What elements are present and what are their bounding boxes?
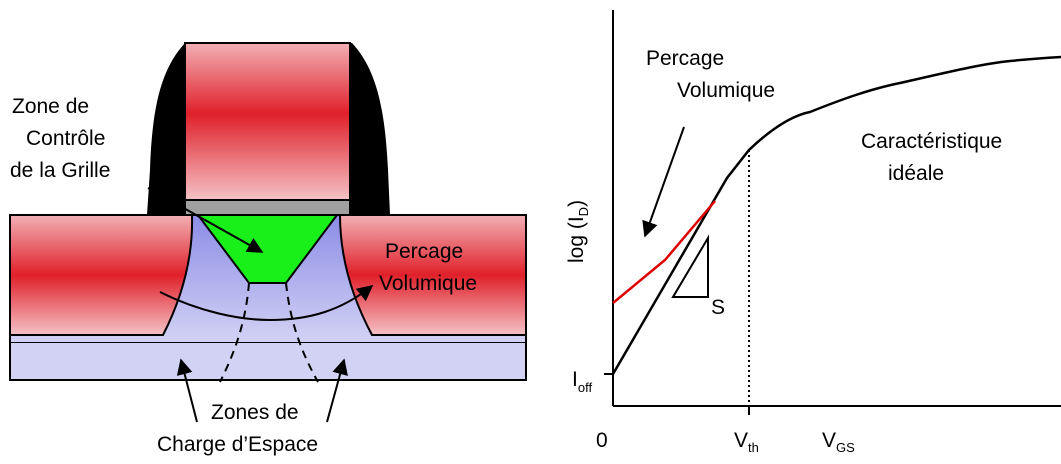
gate-electrode <box>184 42 351 201</box>
control-zone-label-3: de la Grille <box>10 159 110 182</box>
zce-arrow-left <box>176 358 198 423</box>
vth-label: Vth <box>734 429 759 455</box>
y-axis-label-sub: D <box>576 207 591 216</box>
slope-triangle <box>671 234 709 298</box>
control-zone-arrow <box>147 187 264 253</box>
y-axis-label-main: log (I <box>565 216 588 263</box>
zce-label-2: Charge d’Espace <box>157 433 318 456</box>
punch-label-1: Percage <box>385 240 463 263</box>
vgs-label: VGS <box>822 429 855 455</box>
ioff-label-main: I <box>572 368 578 391</box>
vth-label-main: V <box>734 429 748 452</box>
vgs-label-main: V <box>822 429 836 452</box>
control-zone-label-1: Zone de <box>12 95 89 118</box>
source-region <box>9 214 194 336</box>
ideal-annotation-2: idéale <box>888 162 944 185</box>
control-zone-label-2: Contrôle <box>26 127 105 150</box>
y-axis-label-close: ) <box>565 200 588 207</box>
x-zero-label: 0 <box>596 429 608 452</box>
ioff-label-sub: off <box>578 380 593 395</box>
vgs-label-sub: GS <box>836 440 855 455</box>
punch-annotation-2: Volumique <box>677 79 775 102</box>
punch-through-path <box>159 285 374 322</box>
substrate <box>9 341 527 381</box>
mosfet-cross-section: Zone de Contrôle de la Grille Percage Vo… <box>9 42 527 456</box>
zce-arrow-right <box>326 358 348 423</box>
drain-region <box>338 214 527 336</box>
gate-oxide <box>184 199 351 216</box>
id-vgs-graph: log (ID) Ioff 0 Vth VGS Percage Volumiqu… <box>565 10 1061 455</box>
punch-arrow <box>642 126 685 238</box>
slope-label: S <box>711 296 725 319</box>
ideal-characteristic-curve <box>611 55 1061 375</box>
vth-label-sub: th <box>748 440 759 455</box>
zce-label-1: Zones de <box>211 401 299 424</box>
ioff-label: Ioff <box>572 368 592 395</box>
punch-through-curve <box>612 200 716 304</box>
y-axis-label: log (ID) <box>565 200 591 263</box>
punch-annotation-1: Percage <box>646 47 724 70</box>
ideal-annotation-1: Caractéristique <box>861 130 1002 153</box>
punch-label-2: Volumique <box>379 272 477 295</box>
